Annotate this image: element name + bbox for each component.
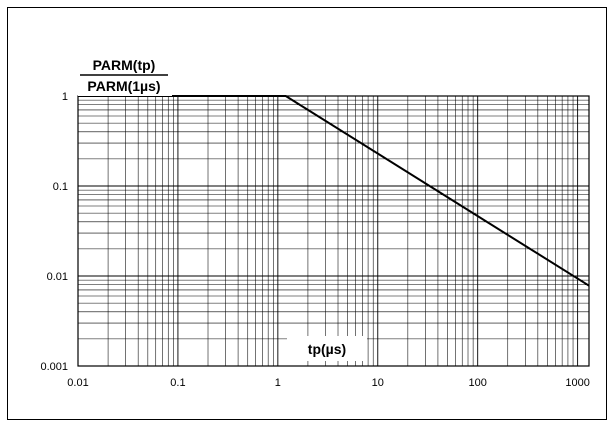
y-tick-labels: 1 0.1 0.01 0.001 bbox=[40, 91, 68, 373]
y-axis-label-mask bbox=[78, 73, 172, 96]
x-axis-label: tp(µs) bbox=[287, 336, 367, 361]
y-axis-label-numerator: PARM(tp) bbox=[93, 57, 156, 73]
x-tick-label: 10 bbox=[372, 377, 384, 389]
x-axis-label-mask bbox=[287, 336, 367, 361]
x-axis-label-text: tp(µs) bbox=[308, 341, 346, 357]
y-axis-label-denominator: PARM(1µs) bbox=[87, 78, 160, 94]
plot-border bbox=[77, 95, 590, 367]
y-tick-label: 0.001 bbox=[40, 361, 68, 373]
y-tick-label: 0.01 bbox=[47, 271, 68, 283]
x-tick-labels: 0.01 0.1 1 10 100 1000 bbox=[67, 377, 590, 389]
y-axis-label: PARM(tp) PARM(1µs) bbox=[78, 57, 172, 96]
x-tick-label: 1000 bbox=[565, 377, 589, 389]
x-tick-label: 1 bbox=[275, 377, 281, 389]
x-tick-label: 0.01 bbox=[67, 377, 88, 389]
plot-area bbox=[78, 96, 589, 366]
y-tick-label: 1 bbox=[62, 91, 68, 103]
y-tick-label: 0.1 bbox=[53, 181, 68, 193]
x-tick-label: 0.1 bbox=[170, 377, 185, 389]
x-tick-label: 100 bbox=[469, 377, 487, 389]
